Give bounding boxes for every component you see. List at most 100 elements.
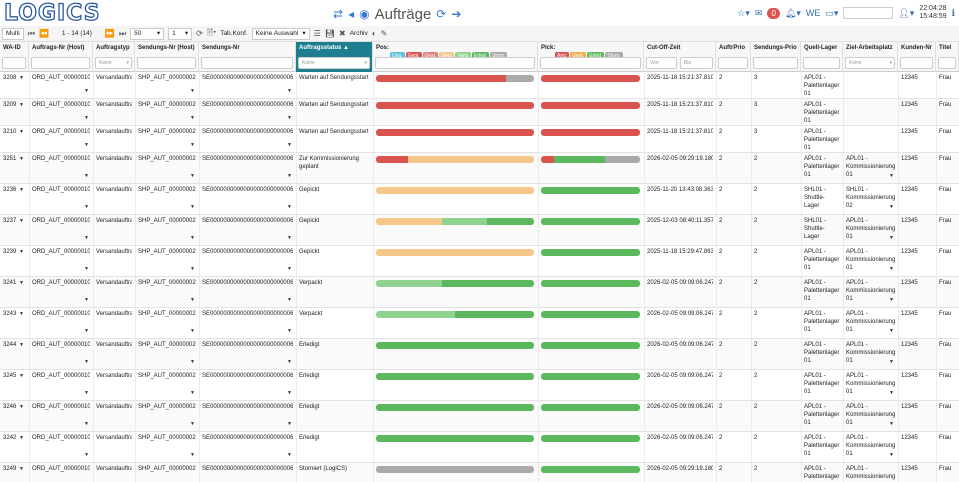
info-icon[interactable]: ℹ (951, 7, 955, 18)
filter-waid[interactable] (2, 57, 26, 69)
row-dropdown-caret[interactable]: ▼ (190, 421, 195, 427)
table-row[interactable]: 3249 ORD_AUT_0000001085 Versandauftrag SHP_… (0, 463, 959, 482)
row-dropdown-caret[interactable]: ▼ (889, 173, 894, 179)
table-row[interactable]: 3251 ORD_AUT_0000001087 Versandauftrag SHP_… (0, 153, 959, 184)
row-dropdown-caret[interactable]: ▼ (287, 88, 292, 94)
row-dropdown-caret[interactable]: ▼ (84, 115, 89, 121)
table-row[interactable]: 3246 ORD_AUT_0000001082 Versandauftrag SHP_… (0, 401, 959, 432)
filter-sprio[interactable] (753, 57, 798, 69)
row-dropdown-caret[interactable]: ▼ (19, 156, 24, 162)
row-dropdown-caret[interactable]: ▼ (287, 142, 292, 148)
row-dropdown-caret[interactable]: ▼ (889, 421, 894, 427)
row-dropdown-caret[interactable]: ▼ (190, 173, 195, 179)
row-dropdown-caret[interactable]: ▼ (19, 102, 24, 108)
row-dropdown-caret[interactable]: ▼ (19, 373, 24, 379)
row-dropdown-caret[interactable]: ▼ (287, 390, 292, 396)
table-row[interactable]: 3239 ORD_AUT_0000001076 Versandauftrag SHP_… (0, 246, 959, 277)
row-dropdown-caret[interactable]: ▼ (19, 280, 24, 286)
view-select[interactable]: Keine Auswahl ▾ (251, 27, 310, 40)
row-dropdown-caret[interactable]: ▼ (190, 115, 195, 121)
column-header-sendnrh[interactable]: Sendungs-Nr (Host) (135, 42, 199, 72)
cutoff-to-filter[interactable]: Bis (680, 57, 713, 69)
row-dropdown-caret[interactable]: ▼ (190, 235, 195, 241)
edit-icon[interactable]: ✎ (380, 29, 388, 38)
column-header-sendnr[interactable]: Sendungs-Nr (199, 42, 296, 72)
row-dropdown-caret[interactable]: ▼ (19, 404, 24, 410)
row-dropdown-caret[interactable]: ▼ (19, 311, 24, 317)
reload-icon[interactable]: ⟳ (196, 29, 203, 38)
row-dropdown-caret[interactable]: ▼ (84, 297, 89, 303)
column-header-quelle[interactable]: Quell-Lager (801, 42, 843, 72)
table-row[interactable]: 3210 ORD_AUT_0000001050 Versandauftrag SHP_… (0, 126, 959, 153)
back-arrow-icon[interactable]: ◂ (348, 7, 355, 21)
cutoff-from-filter[interactable]: Von (646, 57, 677, 69)
column-header-aprio[interactable]: AuftrPrio (716, 42, 751, 72)
row-dropdown-caret[interactable]: ▼ (19, 249, 24, 255)
row-dropdown-caret[interactable]: ▼ (84, 204, 89, 210)
table-row[interactable]: 3209 ORD_AUT_0000001049 Versandauftrag SHP_… (0, 99, 959, 126)
filter-typ[interactable]: Keine ▾ (95, 57, 132, 69)
row-dropdown-caret[interactable]: ▼ (889, 297, 894, 303)
filter-titel[interactable] (938, 57, 956, 69)
row-dropdown-caret[interactable]: ▼ (889, 204, 894, 210)
archiv-toggle-icon[interactable]: ◐ (371, 29, 377, 38)
row-dropdown-caret[interactable]: ▼ (190, 328, 195, 334)
column-header-typ[interactable]: Auftragstyp Keine ▾ (93, 42, 135, 72)
filter-status[interactable]: Keine ▾ (298, 57, 370, 69)
row-dropdown-caret[interactable]: ▼ (84, 235, 89, 241)
first-page-icon[interactable]: ⏮ (27, 28, 35, 38)
table-row[interactable]: 3208 ORD_AUT_0000001048 Versandauftrag SHP_… (0, 72, 959, 99)
row-dropdown-caret[interactable]: ▼ (84, 390, 89, 396)
row-dropdown-caret[interactable]: ▼ (287, 297, 292, 303)
next-page-icon[interactable]: ⏩ (104, 29, 115, 38)
monitor-icon[interactable]: ▭▾ (825, 7, 839, 18)
row-dropdown-caret[interactable]: ▼ (190, 297, 195, 303)
person-icon[interactable]: 👤︎▾ (898, 7, 915, 18)
column-header-ziel[interactable]: Ziel-Arbeitsplatz Keine ▾ (843, 42, 898, 72)
column-header-cutoff[interactable]: Cut-Off-Zeit Von Bis (644, 42, 716, 72)
refresh-icon[interactable]: ⟳ (436, 7, 447, 21)
row-dropdown-caret[interactable]: ▼ (84, 142, 89, 148)
filter-quelle[interactable] (803, 57, 840, 69)
row-dropdown-caret[interactable]: ▼ (19, 466, 24, 472)
row-dropdown-caret[interactable]: ▼ (19, 218, 24, 224)
table-row[interactable]: 3243 ORD_AUT_0000001079 Versandauftrag SHP_… (0, 308, 959, 339)
row-dropdown-caret[interactable]: ▼ (190, 452, 195, 458)
table-row[interactable]: 3245 ORD_AUT_0000001081 Versandauftrag SHP_… (0, 370, 959, 401)
row-dropdown-caret[interactable]: ▼ (287, 204, 292, 210)
close-icon[interactable]: ✖ (338, 29, 346, 38)
filter-ordnr[interactable] (31, 57, 90, 69)
row-dropdown-caret[interactable]: ▼ (84, 173, 89, 179)
user-name-field[interactable] (843, 7, 894, 19)
page-select[interactable]: 1 ▾ (168, 27, 193, 40)
filter-aprio[interactable] (718, 57, 748, 69)
filter-pick[interactable] (540, 57, 641, 69)
column-header-pos[interactable]: Pos: Ung. Gepl. Gest. Gep. Verp. Erled. Storn. (373, 42, 538, 72)
row-dropdown-caret[interactable]: ▼ (19, 435, 24, 441)
row-dropdown-caret[interactable]: ▼ (190, 204, 195, 210)
menu-icon[interactable]: ☰ (313, 29, 321, 38)
row-dropdown-caret[interactable]: ▼ (190, 142, 195, 148)
mail-icon[interactable]: ✉ (754, 7, 763, 18)
row-dropdown-caret[interactable]: ▼ (287, 328, 292, 334)
export-icon[interactable]: 🗎︎▾ (206, 27, 217, 37)
save-icon[interactable]: 💾︎ (324, 29, 335, 38)
row-dropdown-caret[interactable]: ▼ (287, 173, 292, 179)
table-row[interactable]: 3244 ORD_AUT_0000001080 Versandauftrag SHP_… (0, 339, 959, 370)
filter-pos[interactable] (375, 57, 535, 69)
filter-sendnrh[interactable] (137, 57, 196, 69)
row-dropdown-caret[interactable]: ▼ (287, 235, 292, 241)
row-dropdown-caret[interactable]: ▼ (287, 452, 292, 458)
row-dropdown-caret[interactable]: ▼ (889, 359, 894, 365)
last-page-icon[interactable]: ⏭ (118, 28, 127, 38)
row-dropdown-caret[interactable]: ▼ (190, 88, 195, 94)
filter-sendnr[interactable] (201, 57, 293, 69)
arrows-swap-icon[interactable]: ⇄ (333, 7, 344, 21)
target-icon[interactable]: ◉ (359, 7, 370, 21)
row-dropdown-caret[interactable]: ▼ (190, 390, 195, 396)
row-dropdown-caret[interactable]: ▼ (84, 452, 89, 458)
row-dropdown-caret[interactable]: ▼ (287, 421, 292, 427)
forward-arrow-icon[interactable]: ➔ (451, 7, 462, 21)
row-dropdown-caret[interactable]: ▼ (19, 342, 24, 348)
column-header-sprio[interactable]: Sendungs-Prio (751, 42, 801, 72)
